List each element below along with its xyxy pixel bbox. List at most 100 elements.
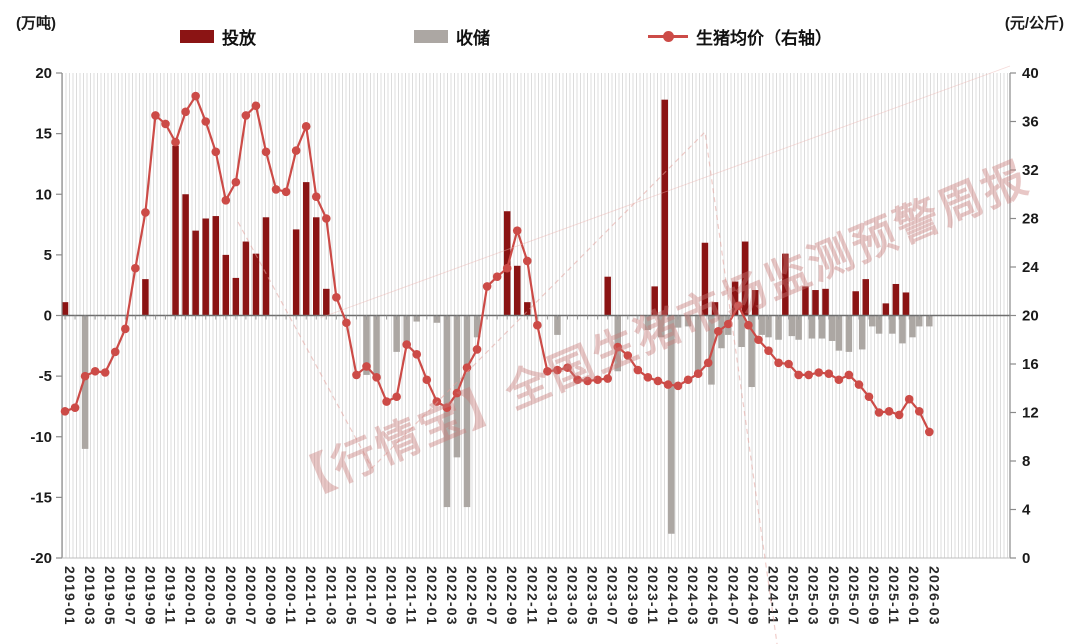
price-point: [764, 346, 773, 355]
release-bar: [604, 276, 611, 316]
left-tick-label: 20: [35, 65, 52, 82]
x-tick-label: 2019-01: [62, 566, 78, 626]
release-bar: [292, 229, 300, 316]
price-point: [311, 192, 321, 201]
price-point: [332, 293, 341, 302]
release-bar: [232, 277, 240, 316]
left-tick-label: 10: [35, 186, 52, 203]
reserve-bar: [835, 315, 843, 351]
right-tick-label: 16: [1022, 356, 1039, 373]
release-bar: [741, 241, 749, 316]
right-tick-label: 4: [1022, 502, 1031, 519]
price-point: [322, 214, 331, 223]
x-tick-label: 2021-03: [323, 566, 339, 626]
reserve-bar: [694, 315, 702, 372]
price-point: [794, 370, 803, 380]
x-tick-label: 2026-03: [926, 566, 942, 626]
x-tick-label: 2025-09: [866, 566, 882, 626]
reserve-bar: [684, 315, 692, 327]
price-point: [623, 351, 633, 360]
x-tick-label: 2025-01: [786, 566, 802, 626]
x-tick-label: 2020-03: [203, 566, 219, 626]
release-bar: [313, 217, 320, 316]
right-tick-label: 28: [1022, 211, 1039, 228]
price-point: [342, 318, 351, 328]
price-point: [784, 359, 793, 369]
legend-label-reserve: 收储: [456, 28, 490, 48]
legend-label-release: 投放: [222, 28, 256, 48]
price-point: [744, 320, 753, 330]
release-bar: [651, 286, 658, 316]
reserve-bar: [808, 315, 816, 339]
x-tick-label: 2021-11: [404, 566, 420, 625]
reserve-bar: [373, 315, 380, 379]
price-point: [201, 117, 210, 126]
x-tick-label: 2026-01: [906, 566, 922, 626]
release-bar: [61, 302, 69, 316]
price-point: [261, 147, 271, 157]
price-point: [502, 263, 512, 273]
release-bar: [802, 286, 809, 316]
price-line-series: [60, 91, 934, 437]
x-tick-label: 2019-09: [142, 566, 158, 626]
price-point: [80, 371, 90, 381]
x-tick-label: 2023-05: [585, 566, 601, 626]
right-tick-label: 40: [1022, 65, 1039, 82]
reserve-bar: [858, 315, 866, 350]
reserve-bar: [674, 315, 682, 328]
reserve-bar: [758, 315, 765, 335]
release-bar: [323, 288, 330, 316]
price-point: [603, 374, 612, 383]
left-tick-label: -15: [30, 489, 52, 506]
x-tick-label: 2023-07: [605, 566, 621, 626]
price-point: [593, 375, 602, 385]
right-tick-label: 24: [1022, 259, 1039, 276]
reserve-bar: [668, 315, 675, 534]
release-bar: [142, 279, 149, 316]
release-bar: [902, 292, 910, 316]
x-tick-label: 2021-09: [384, 566, 400, 626]
price-point: [372, 373, 381, 382]
x-tick-label: 2023-09: [625, 566, 641, 626]
price-line-swatch: [648, 30, 688, 42]
release-bar: [812, 290, 819, 316]
release-bar: [202, 218, 209, 316]
release-bar: [262, 217, 270, 316]
x-tick-label: 2020-07: [243, 566, 259, 626]
release-bar-swatch: [180, 29, 214, 43]
reserve-bar: [775, 315, 782, 340]
reserve-bar: [463, 315, 471, 508]
price-point: [533, 320, 542, 330]
left-tick-label: -20: [30, 550, 52, 567]
price-point: [925, 427, 934, 437]
price-point: [70, 403, 80, 412]
price-point: [563, 363, 572, 372]
price-point: [653, 376, 663, 386]
reserve-bar: [453, 315, 461, 458]
price-point: [110, 347, 120, 357]
release-bar: [252, 253, 260, 316]
price-point: [221, 196, 231, 205]
x-tick-label: 2025-03: [806, 566, 822, 626]
x-tick-label: 2020-09: [263, 566, 279, 626]
price-point: [472, 345, 482, 354]
left-axis: 20 15 10 5 0 -5 -10 -15 -20: [30, 65, 63, 567]
price-point: [432, 397, 442, 406]
legend-item-release: 投放: [180, 22, 256, 50]
x-tick-label: 2025-05: [826, 566, 842, 626]
price-point: [884, 406, 894, 416]
price-point: [864, 392, 874, 402]
left-tick-label: 5: [44, 247, 52, 264]
price-point: [713, 326, 723, 336]
price-point: [141, 208, 150, 217]
x-tick-label: 2021-05: [343, 566, 359, 626]
price-point: [774, 358, 783, 368]
price-point: [523, 256, 532, 266]
legend-item-price: 生猪均价（右轴）: [648, 22, 832, 50]
reserve-bar: [909, 315, 916, 338]
release-bar: [711, 302, 719, 316]
release-bar: [242, 241, 250, 316]
price-point: [60, 406, 70, 416]
x-tick-label: 2023-01: [544, 566, 560, 626]
